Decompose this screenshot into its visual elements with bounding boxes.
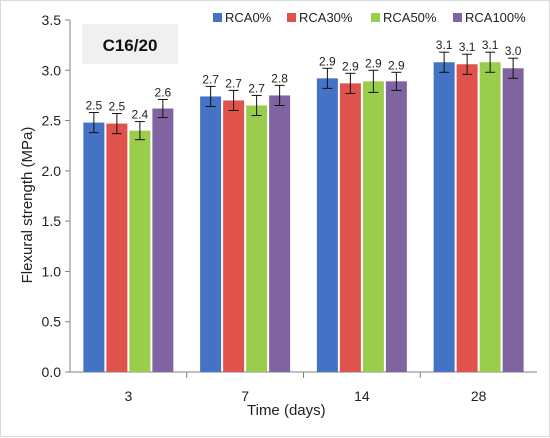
legend-label: RCA0%: [225, 10, 272, 25]
data-label: 2.7: [248, 81, 265, 95]
y-tick-label: 2.0: [42, 163, 62, 179]
bar: [456, 64, 478, 372]
data-label: 3.1: [436, 38, 453, 52]
plot-area: 0.0 0.5 1.0 1.5 2.0 2.5 3.0 3.5 3 2.5 2.5 2.4 2.6 7 2.…: [42, 10, 537, 404]
data-label: 3.1: [482, 38, 499, 52]
y-tick-label: 3.5: [42, 12, 62, 28]
y-tick-label: 0.5: [42, 314, 62, 330]
legend-swatch: [371, 13, 380, 22]
data-label: 2.9: [342, 59, 359, 73]
bar: [106, 123, 128, 373]
y-tick-label: 0.0: [42, 364, 62, 380]
legend-swatch: [453, 13, 462, 22]
legend-label: RCA50%: [383, 10, 437, 25]
bar: [152, 108, 174, 372]
y-tick-label: 3.0: [42, 62, 62, 78]
bar: [433, 62, 455, 373]
bar: [246, 105, 268, 372]
legend-label: RCA100%: [465, 10, 526, 25]
data-label: 2.6: [155, 85, 172, 99]
data-label: 2.5: [109, 100, 126, 114]
bar: [362, 81, 384, 372]
bar: [83, 122, 105, 372]
x-tick-label: 14: [354, 388, 370, 404]
x-tick-label: 28: [471, 388, 487, 404]
legend-swatch: [213, 13, 222, 22]
bar: [502, 68, 524, 372]
bar: [479, 62, 501, 373]
legend-label: RCA30%: [299, 10, 353, 25]
y-tick-label: 1.0: [42, 263, 62, 279]
bar: [200, 96, 222, 372]
bar: [385, 81, 407, 372]
y-tick-label: 1.5: [42, 213, 62, 229]
x-tick-label: 3: [124, 388, 132, 404]
data-label: 2.7: [202, 72, 219, 86]
data-label: 2.9: [388, 58, 405, 72]
chart-title: C16/20: [103, 36, 158, 55]
bar: [223, 100, 245, 372]
bar: [269, 95, 291, 372]
x-axis-label: Time (days): [247, 402, 326, 419]
y-axis-label: Flexural strength (MPa): [19, 127, 36, 284]
bar: [129, 130, 151, 372]
data-label: 3.1: [459, 40, 476, 54]
data-label: 2.9: [319, 54, 336, 68]
data-label: 2.4: [132, 108, 149, 122]
legend-swatch: [287, 13, 296, 22]
data-label: 2.7: [225, 76, 242, 90]
bar: [316, 78, 338, 373]
data-label: 2.9: [365, 56, 382, 70]
bar: [339, 83, 361, 373]
data-label: 2.5: [86, 99, 103, 113]
title-box: [82, 24, 178, 64]
x-tick-label: 7: [241, 388, 249, 404]
y-tick-label: 2.5: [42, 113, 62, 129]
data-label: 3.0: [505, 44, 522, 58]
data-label: 2.8: [271, 71, 288, 85]
